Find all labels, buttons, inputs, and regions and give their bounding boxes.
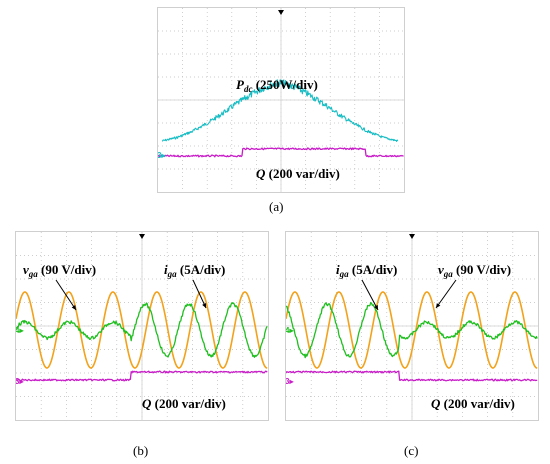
scope-b-grid: [16, 232, 268, 420]
iga-label-c: iga (5A/div): [336, 262, 397, 279]
panel-label-a: (a): [269, 199, 284, 214]
q-trace: [158, 147, 404, 158]
vga-label-b: vga (90 V/div): [23, 262, 96, 279]
scope-b-iga-trace: [16, 302, 268, 358]
channel-3-marker: 3▸: [158, 151, 166, 160]
scope-b-plot: 4▸ 3▸ vga (90 V/div) iga (5A/div) Q (200 var…: [16, 232, 268, 420]
scope-a-plot: 3▸ Pdc (250W/div) Q (200 var/div): [158, 8, 404, 192]
scope-c-iga-trace: [286, 301, 538, 359]
scope-panel-b: 4▸ 3▸ vga (90 V/div) iga (5A/div) Q (200 var…: [15, 231, 269, 421]
scope-c-channel-4-marker: 4▸: [286, 326, 294, 335]
q-label-c: Q (200 var/div): [431, 396, 515, 411]
scope-c-vga-trace: [286, 291, 538, 369]
scope-b-q-trace: [16, 370, 268, 382]
vga-arrow-c: [435, 279, 457, 309]
scope-c-grid: [286, 232, 538, 420]
q-label-a: Q (200 var/div): [256, 166, 340, 181]
scope-panel-c: 4▸ 3▸ iga (5A/div) vga (90 V/div) Q (200 var…: [285, 231, 539, 421]
scope-panel-a: 3▸ Pdc (250W/div) Q (200 var/div): [157, 7, 405, 193]
scope-c-q-trace: [286, 370, 538, 382]
pdc-label: Pdc (250W/div): [236, 77, 318, 94]
scope-c-channel-3-marker: 3▸: [286, 377, 294, 386]
scope-a-trigger-marker: [278, 10, 284, 15]
iga-arrow-c: [361, 279, 379, 311]
iga-arrow-b: [192, 279, 207, 309]
panel-label-c: (c): [404, 443, 419, 458]
pdc-trace: [162, 79, 399, 142]
scope-c-plot: 4▸ 3▸ iga (5A/div) vga (90 V/div) Q (200 var…: [286, 232, 538, 420]
iga-label-b: iga (5A/div): [164, 262, 225, 279]
q-label-b: Q (200 var/div): [142, 396, 226, 411]
scope-b-channel-4-marker: 4▸: [16, 326, 24, 335]
scope-a-grid: [158, 8, 404, 192]
scope-c-trigger-marker: [409, 234, 415, 239]
panel-label-b: (b): [133, 443, 149, 458]
scope-b-channel-3-marker: 3▸: [16, 377, 24, 386]
vga-arrow-b: [55, 279, 77, 311]
scope-b-trigger-marker: [139, 234, 145, 239]
vga-label-c: vga (90 V/div): [438, 262, 511, 279]
